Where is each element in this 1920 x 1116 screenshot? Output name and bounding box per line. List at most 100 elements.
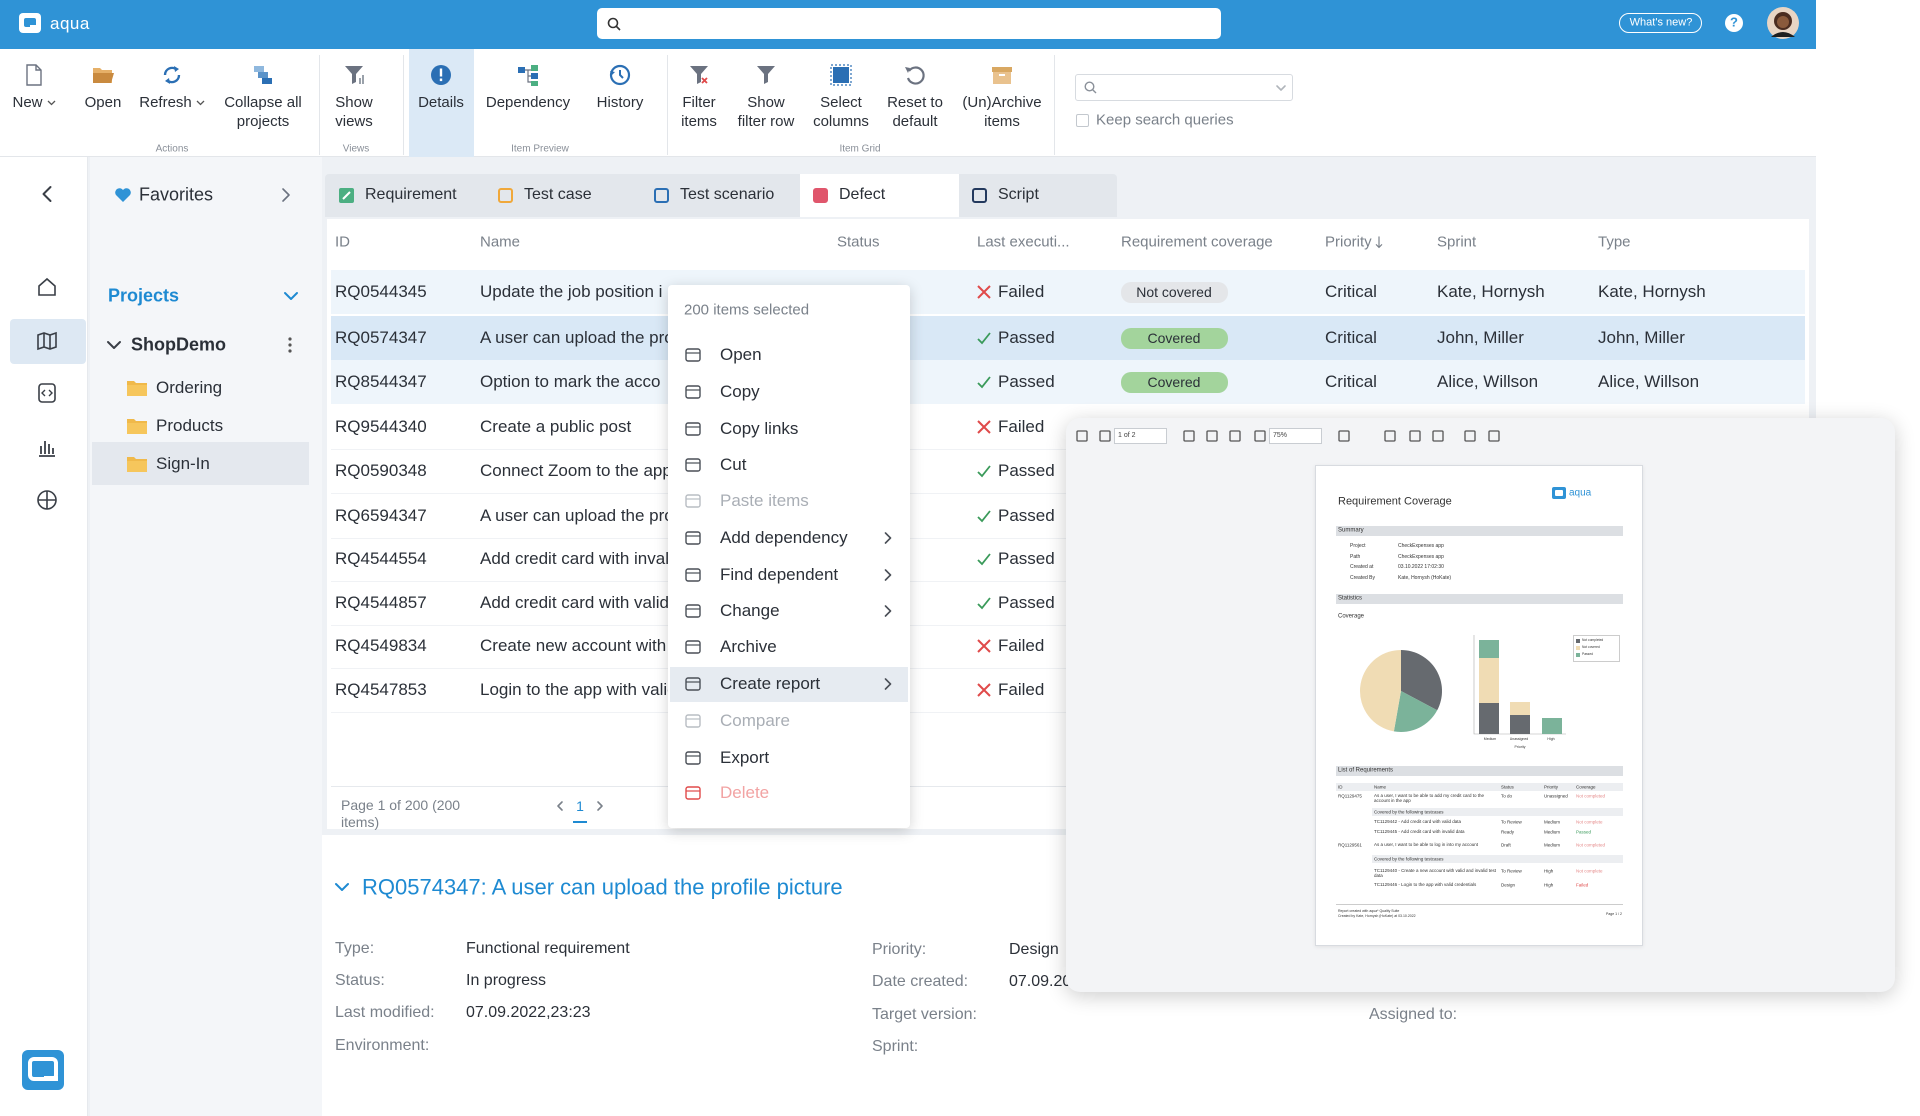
cell-id[interactable]: RQ0590348 bbox=[335, 461, 427, 481]
tab[interactable]: Test case bbox=[485, 174, 641, 217]
report-title: Requirement Coverage bbox=[1338, 495, 1452, 508]
folder-icon bbox=[127, 381, 147, 396]
cell-id[interactable]: RQ4544857 bbox=[335, 593, 427, 613]
cell-name[interactable]: Update the job position i bbox=[480, 282, 663, 302]
favorites[interactable]: Favorites bbox=[139, 184, 214, 205]
column-header[interactable]: Status bbox=[837, 233, 880, 251]
column-header[interactable]: Name bbox=[480, 233, 521, 251]
folder[interactable]: Sign-In bbox=[156, 454, 210, 474]
ribbon-button[interactable]: Open bbox=[84, 94, 122, 111]
icon-shape bbox=[47, 100, 55, 106]
menu-item[interactable]: Cut bbox=[720, 455, 747, 475]
tab-label: Requirement bbox=[365, 185, 457, 203]
ribbon-button[interactable]: (Un)Archive items bbox=[962, 94, 1042, 130]
cell-id[interactable]: RQ4544554 bbox=[335, 549, 427, 569]
ribbon-button[interactable]: Refresh bbox=[137, 94, 207, 113]
icon-shape bbox=[685, 751, 701, 765]
report-section-bar bbox=[1336, 594, 1623, 604]
cell-id[interactable]: RQ0574347 bbox=[335, 328, 427, 348]
icon-shape bbox=[1479, 703, 1499, 734]
tab[interactable]: Defect bbox=[800, 174, 959, 217]
menu-item[interactable]: Archive bbox=[720, 637, 777, 657]
field-value: Design bbox=[1009, 940, 1059, 958]
cell-name[interactable]: Create a public post bbox=[480, 417, 632, 437]
ribbon-button[interactable]: Reset to default bbox=[887, 94, 943, 130]
icon-shape bbox=[977, 597, 991, 610]
zoom-box[interactable] bbox=[1269, 428, 1322, 444]
cell-name[interactable]: Add credit card with valid bbox=[480, 593, 669, 613]
cell-id[interactable]: RQ9544340 bbox=[335, 417, 427, 437]
ribbon-button[interactable]: History bbox=[596, 94, 644, 111]
column-header[interactable]: Priority bbox=[1325, 233, 1383, 250]
menu-item[interactable]: Open bbox=[720, 345, 762, 365]
menu-item[interactable]: Create report bbox=[720, 674, 821, 694]
cell-name[interactable]: Option to mark the acco bbox=[480, 372, 661, 392]
page-number[interactable]: 1 bbox=[576, 797, 584, 814]
icon-shape bbox=[254, 66, 264, 72]
legend-label: Not covered bbox=[1582, 645, 1600, 650]
ribbon-button[interactable]: Details bbox=[418, 94, 464, 111]
icon-shape bbox=[1338, 430, 1350, 442]
cell-id[interactable]: RQ8544347 bbox=[335, 372, 427, 392]
ribbon-button[interactable]: Collapse all projects bbox=[224, 94, 302, 130]
cell-id[interactable]: RQ4547853 bbox=[335, 680, 427, 700]
menu-icon bbox=[685, 604, 701, 618]
icon-shape bbox=[1479, 640, 1499, 658]
column-header[interactable]: Last executi... bbox=[977, 233, 1070, 251]
folder[interactable]: Ordering bbox=[156, 378, 223, 398]
tab[interactable]: Test scenario bbox=[641, 174, 800, 217]
cell-id[interactable]: RQ6594347 bbox=[335, 506, 427, 526]
legend-swatch bbox=[1576, 653, 1580, 657]
pager-box[interactable] bbox=[1114, 428, 1167, 444]
icon-shape bbox=[342, 191, 351, 200]
icon-shape bbox=[685, 531, 701, 545]
ribbon-button[interactable]: Select columns bbox=[813, 94, 869, 130]
icon-shape bbox=[685, 677, 701, 691]
legend-swatch bbox=[1576, 646, 1580, 650]
cell-name[interactable]: Connect Zoom to the app bbox=[480, 461, 672, 481]
cell-name[interactable]: Login to the app with valid bbox=[480, 680, 677, 700]
icon-shape bbox=[1409, 430, 1421, 442]
menu-item[interactable]: Export bbox=[720, 748, 770, 768]
column-header[interactable]: Requirement coverage bbox=[1121, 233, 1273, 251]
pager-label: 1 of 2 bbox=[1118, 431, 1136, 439]
menu-item[interactable]: Copy bbox=[720, 382, 760, 402]
menu-item[interactable]: Change bbox=[720, 601, 780, 621]
list-priority: High bbox=[1544, 882, 1554, 888]
report-section: Statistics bbox=[1338, 595, 1363, 602]
column-header[interactable]: Type bbox=[1598, 233, 1631, 251]
menu-item[interactable]: Find dependent bbox=[720, 565, 839, 585]
column-header[interactable]: Sprint bbox=[1437, 233, 1477, 251]
ribbon-button[interactable]: Show views bbox=[335, 94, 373, 130]
search-box[interactable] bbox=[597, 8, 1221, 39]
ribbon-button[interactable]: New bbox=[9, 94, 59, 113]
column-header[interactable]: ID bbox=[335, 233, 350, 251]
whats-new-button[interactable]: What's new? bbox=[1619, 13, 1702, 33]
help-button[interactable]: ? bbox=[1725, 14, 1743, 32]
cell-name[interactable]: Add credit card with invali bbox=[480, 549, 673, 569]
keep-search-checkbox[interactable] bbox=[1076, 114, 1089, 127]
cell-id[interactable]: RQ4549834 bbox=[335, 636, 427, 656]
cell-name[interactable]: Create new account with bbox=[480, 636, 667, 656]
field-label: Sprint: bbox=[872, 1037, 919, 1055]
folder[interactable]: Products bbox=[156, 416, 224, 436]
menu-item[interactable]: Copy links bbox=[720, 419, 799, 439]
ribbon-button[interactable]: Filter items bbox=[681, 94, 717, 130]
ribbon-button[interactable]: Dependency bbox=[485, 94, 571, 111]
cell-name[interactable]: A user can upload the pro bbox=[480, 506, 674, 526]
projects-header[interactable]: Projects bbox=[108, 285, 180, 306]
toolbar-icon bbox=[1099, 430, 1111, 442]
icon-shape bbox=[884, 605, 892, 617]
tab-icon bbox=[339, 188, 354, 203]
menu-item[interactable]: Delete bbox=[720, 783, 770, 803]
zoom-label: 75% bbox=[1273, 431, 1288, 439]
menu-item[interactable]: Add dependency bbox=[720, 528, 848, 548]
tab[interactable]: Script bbox=[959, 174, 1117, 217]
project-name[interactable]: ShopDemo bbox=[131, 334, 227, 355]
ribbon-search[interactable] bbox=[1075, 74, 1293, 101]
report-footer: Report created with aqua* Quality Suite bbox=[1338, 908, 1400, 913]
ribbon-button[interactable]: Show filter row bbox=[737, 94, 795, 130]
cell-id[interactable]: RQ0544345 bbox=[335, 282, 427, 302]
tab[interactable]: Requirement bbox=[326, 174, 485, 217]
